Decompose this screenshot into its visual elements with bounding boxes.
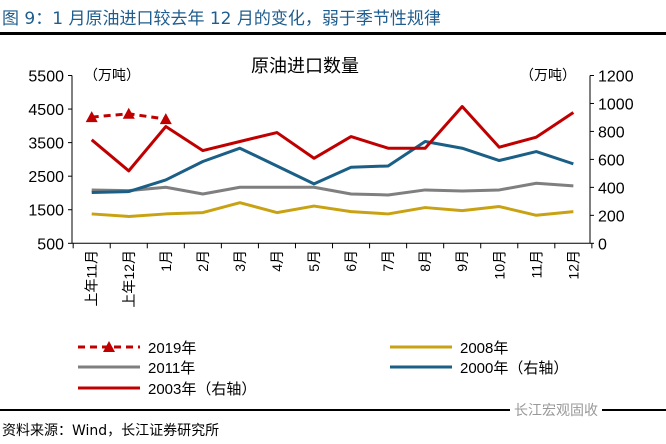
x-tick-label: 9月 <box>454 250 470 272</box>
legend-marker <box>103 341 115 352</box>
series-line-2003年（右轴） <box>90 105 575 173</box>
x-tick-label: 上年11月 <box>84 250 100 307</box>
left-tick-label: 4500 <box>28 102 64 119</box>
series-marker <box>159 113 172 125</box>
left-axis-unit: （万吨） <box>84 67 140 83</box>
x-tick-label: 12月 <box>565 250 581 280</box>
top-divider <box>0 32 666 35</box>
figure-title: 图 9：1 月原油进口较去年 12 月的变化，弱于季节性规律 <box>2 9 441 29</box>
x-tick-label: 3月 <box>232 250 248 272</box>
x-tick-label: 5月 <box>306 250 322 272</box>
right-axis-unit: （万吨） <box>520 67 576 83</box>
series-line-2000年（右轴） <box>91 140 574 195</box>
x-tick-label: 8月 <box>417 250 433 272</box>
legend-label: 2003年（右轴） <box>148 381 256 398</box>
series-marker <box>85 111 98 123</box>
series-marker <box>122 107 135 119</box>
legend-label: 2008年 <box>460 340 508 357</box>
bottom-divider <box>0 409 666 411</box>
left-tick-label: 2500 <box>28 169 64 186</box>
x-tick-label: 7月 <box>380 250 396 272</box>
x-tick-label: 1月 <box>158 250 174 272</box>
right-tick-label: 600 <box>598 152 625 169</box>
series-line-2011年 <box>91 181 574 197</box>
x-tick-label: 2月 <box>195 250 211 272</box>
right-tick-label: 200 <box>598 208 625 225</box>
right-tick-label: 1200 <box>598 69 634 86</box>
left-tick-label: 1500 <box>28 203 64 220</box>
right-tick-label: 800 <box>598 124 625 141</box>
legend-label: 2019年 <box>148 340 196 357</box>
right-tick-label: 400 <box>598 180 625 197</box>
x-tick-label: 10月 <box>491 250 507 280</box>
chart: 原油进口数量 （万吨） （万吨） 500 1500 2500 3500 4500 5500 0 20… <box>28 56 634 398</box>
legend-label: 2011年 <box>148 360 195 377</box>
left-tick-label: 3500 <box>28 136 64 153</box>
x-tick-label: 6月 <box>343 250 359 272</box>
right-tick-label: 0 <box>598 236 607 253</box>
source-note: 资料来源：Wind，长江证券研究所 <box>2 423 220 439</box>
watermark: 长江宏观固收 <box>510 400 602 420</box>
left-tick-label: 500 <box>37 236 64 253</box>
right-tick-label: 1000 <box>598 96 634 113</box>
x-tick-label: 11月 <box>528 250 544 279</box>
series-line-2008年 <box>91 201 574 218</box>
chart-title: 原油进口数量 <box>251 56 359 76</box>
legend-label: 2000年（右轴） <box>460 360 568 377</box>
x-tick-label: 上年12月 <box>121 250 137 308</box>
x-tick-label: 4月 <box>269 250 285 272</box>
left-tick-label: 5500 <box>28 69 64 86</box>
